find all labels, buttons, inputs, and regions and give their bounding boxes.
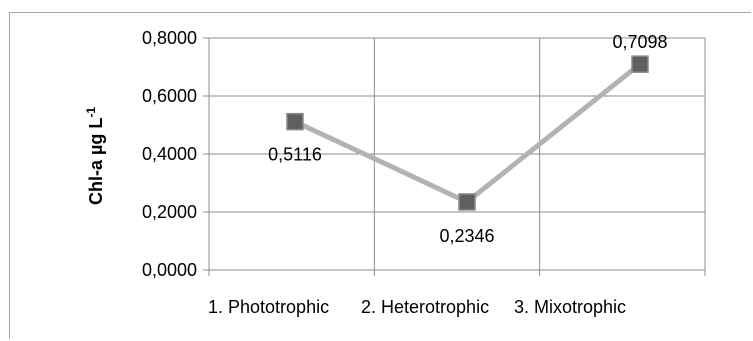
y-tick-label: 0,4000 — [142, 144, 197, 164]
data-label: 0,2346 — [439, 226, 494, 246]
y-tick-label: 0,8000 — [142, 28, 197, 48]
data-point — [286, 112, 304, 131]
x-axis-ticks: 1. Phototrophic 2. Heterotrophic 3. Mixotr… — [208, 297, 626, 317]
y-tick-label: 0,2000 — [142, 202, 197, 222]
x-tick-label: 2. Heterotrophic — [361, 297, 489, 317]
data-point — [631, 55, 649, 73]
y-axis-label-main: Chl-a µg L — [86, 118, 106, 205]
y-tick-label: 0,6000 — [142, 86, 197, 106]
chart-frame — [9, 12, 751, 339]
data-label: 0,5116 — [268, 145, 322, 165]
x-tick-label: 1. Phototrophic — [208, 297, 329, 317]
x-tick-label: 3. Mixotrophic — [514, 297, 626, 317]
data-label: 0,7098 — [612, 32, 667, 52]
data-labels: 0,5116 0,2346 0,7098 — [268, 32, 667, 246]
series-line — [293, 62, 642, 205]
y-axis-label: Chl-a µg L-1 — [84, 107, 106, 205]
y-axis-ticks: 0,0000 0,2000 0,4000 0,6000 0,8000 — [142, 28, 197, 280]
y-tick-label: 0,0000 — [142, 260, 197, 280]
grid — [203, 37, 706, 276]
data-point — [458, 193, 476, 211]
y-axis-label-sup: -1 — [84, 107, 98, 118]
series — [286, 55, 649, 211]
